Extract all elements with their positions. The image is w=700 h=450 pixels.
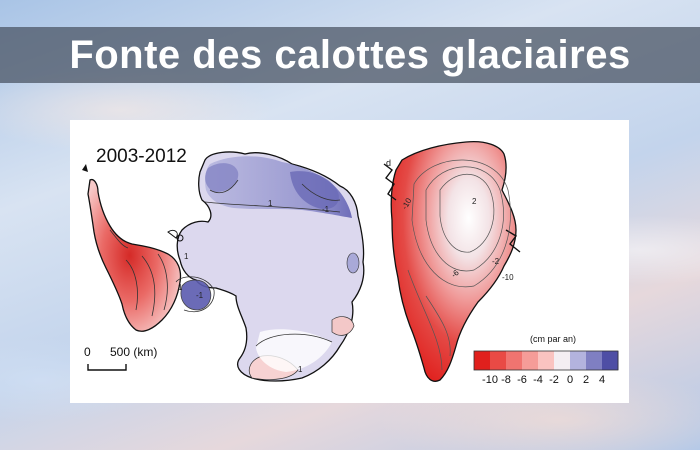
contour-line: [255, 333, 333, 347]
scale-bar-line: [87, 364, 127, 371]
legend-tick-label: -8: [501, 374, 511, 386]
greenland-map: d -10 2 -2 -6 -10 -2: [383, 140, 521, 382]
panel-letter: d: [386, 158, 391, 168]
legend-ticks: -10 -8 -6 -4 -2 0 2 4: [482, 374, 605, 386]
coastal-neutral-zone: [256, 329, 332, 372]
legend-swatch: [474, 351, 491, 370]
contour-line: [204, 201, 341, 213]
island: [167, 229, 178, 239]
legend-tick-label: 0: [567, 374, 573, 386]
scale-bar: 0 500 (km): [84, 345, 157, 371]
contour-label: -1: [196, 291, 204, 300]
contour-line: [439, 174, 495, 253]
contour-line: [407, 269, 443, 371]
legend-tick-label: -6: [517, 374, 527, 386]
legend-border: [473, 350, 619, 371]
ronne-gain-spot: [180, 279, 212, 311]
contour-label: -2: [492, 257, 500, 266]
contour-line: [209, 179, 239, 194]
contour-label: 1: [184, 252, 189, 261]
maps-panel: -1 -2 1 1 1 -1 1 2003-2012 0 500 (km): [70, 120, 629, 403]
scale-end-label: 500 (km): [110, 345, 157, 359]
contour-line: [109, 229, 129, 249]
legend-swatch: [554, 351, 571, 370]
color-legend: (cm par an) -10 -8 -6 -4 -2 0 2 4: [473, 334, 619, 386]
coastal-loss-zone: [331, 316, 355, 336]
contour-line: [425, 295, 451, 357]
period-label: 2003-2012: [96, 146, 187, 167]
contour-line: [141, 255, 156, 317]
legend-tick-label: 2: [583, 374, 589, 386]
contour-label: -6: [450, 268, 462, 280]
contour-label: 1: [268, 199, 273, 208]
contour-line: [175, 276, 215, 313]
legend-tick-label: -10: [482, 374, 498, 386]
island: [176, 234, 184, 242]
contour-label: 2: [472, 197, 477, 206]
legend-tick-label: -4: [533, 374, 543, 386]
page-title: Fonte des calottes glaciaires: [69, 33, 631, 77]
contour-line: [301, 183, 341, 201]
legend-swatch: [522, 351, 539, 370]
legend-tick-label: -2: [549, 374, 559, 386]
contour-line: [157, 253, 168, 311]
small-gain-spot: [346, 252, 360, 274]
maps-figure: -1 -2 1 1 1 -1 1 2003-2012 0 500 (km): [82, 140, 619, 386]
island: [82, 164, 88, 172]
greenland-coast-detail: [383, 163, 397, 201]
legend-title: (cm par an): [530, 334, 576, 344]
legend-swatches: [473, 350, 619, 371]
contour-line: [125, 259, 138, 311]
greenland-outline: [390, 140, 517, 382]
contour-label: 1: [298, 365, 303, 374]
title-banner: [0, 27, 700, 83]
contour-line: [411, 159, 511, 288]
greenland-coast-detail: [505, 229, 521, 253]
antarctica-map: -1 -2 1 1 1 -1 1: [82, 151, 365, 382]
legend-tick-label: 4: [599, 374, 605, 386]
legend-swatch: [506, 351, 523, 370]
legend-swatch: [490, 351, 507, 370]
legend-swatch: [570, 351, 587, 370]
legend-swatch: [602, 351, 619, 370]
contour-label: -10: [502, 273, 514, 282]
contour-label: -1: [322, 205, 330, 214]
legend-swatch: [538, 351, 555, 370]
legend-swatch: [586, 351, 603, 370]
scale-start-label: 0: [84, 345, 91, 359]
contour-line: [425, 166, 504, 272]
contour-label: 1: [178, 283, 183, 292]
east-lobe-left: [205, 163, 239, 192]
antarctic-peninsula: [87, 178, 182, 332]
